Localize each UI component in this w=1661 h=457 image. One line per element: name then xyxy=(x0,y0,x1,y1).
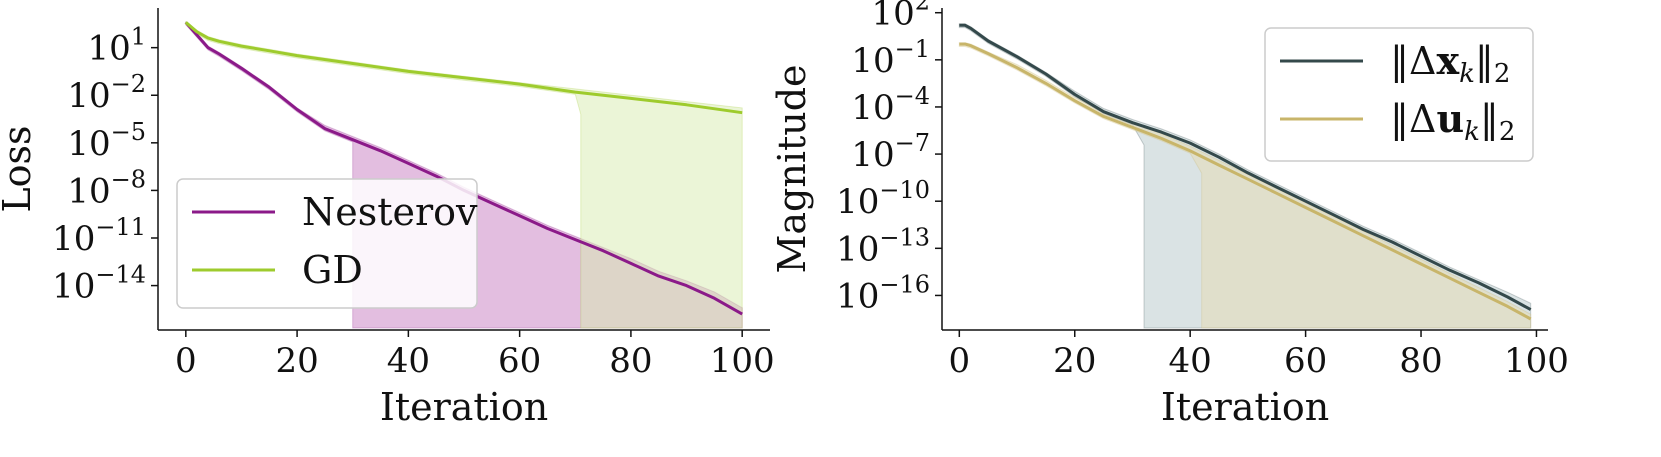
y-tick-label: 102 xyxy=(871,0,930,34)
legend-label: ‖Δuk‖2 xyxy=(1390,96,1515,147)
legend: ‖Δxk‖2 ‖Δuk‖2 xyxy=(1264,27,1534,162)
series-line-2 xyxy=(184,21,743,115)
y-tick-label: 101 xyxy=(87,23,146,69)
x-tick-label: 20 xyxy=(1053,341,1096,381)
y-tick-label: 10−8 xyxy=(67,165,146,211)
x-tick-label: 40 xyxy=(1169,341,1212,381)
legend-label: GD xyxy=(302,248,363,292)
x-tick-label: 0 xyxy=(175,341,197,381)
y-axis-title: Loss xyxy=(0,125,39,212)
y-tick-label: 10−2 xyxy=(67,70,146,116)
x-tick-label: 60 xyxy=(498,341,541,381)
x-tick-label: 80 xyxy=(1399,341,1442,381)
y-tick-label: 10−10 xyxy=(836,176,930,222)
y-tick-label: 10−14 xyxy=(52,261,146,307)
y-axis-title: Magnitude xyxy=(770,64,814,273)
x-axis-title: Iteration xyxy=(380,385,548,429)
y-tick-label: 10−1 xyxy=(851,35,930,81)
y-tick-label: 10−13 xyxy=(836,223,930,269)
legend: Nesterov GD xyxy=(176,178,478,309)
x-tick-label: 80 xyxy=(609,341,652,381)
series-line-1 xyxy=(184,21,743,316)
x-tick-label: 100 xyxy=(1504,341,1569,381)
y-tick-label: 10−7 xyxy=(851,129,930,175)
series-line-1 xyxy=(959,23,1532,311)
x-tick-label: 20 xyxy=(275,341,318,381)
legend-label: ‖Δxk‖2 xyxy=(1390,38,1510,89)
legend-label: Nesterov xyxy=(302,190,478,234)
x-tick-label: 100 xyxy=(710,341,775,381)
chart-panel-2: 0 20 40 60 80 100 10210−110−410−710−1010−1310−… xyxy=(770,0,1569,429)
x-tick-label: 60 xyxy=(1284,341,1327,381)
y-tick-label: 10−16 xyxy=(836,270,930,316)
series-line-2 xyxy=(959,42,1532,321)
x-axis-title: Iteration xyxy=(1161,385,1329,429)
y-tick-label: 10−5 xyxy=(67,118,146,164)
y-tick-label: 10−4 xyxy=(851,82,930,128)
x-tick-label: 40 xyxy=(387,341,430,381)
x-tick-label: 0 xyxy=(948,341,970,381)
y-tick-label: 10−11 xyxy=(52,213,146,259)
